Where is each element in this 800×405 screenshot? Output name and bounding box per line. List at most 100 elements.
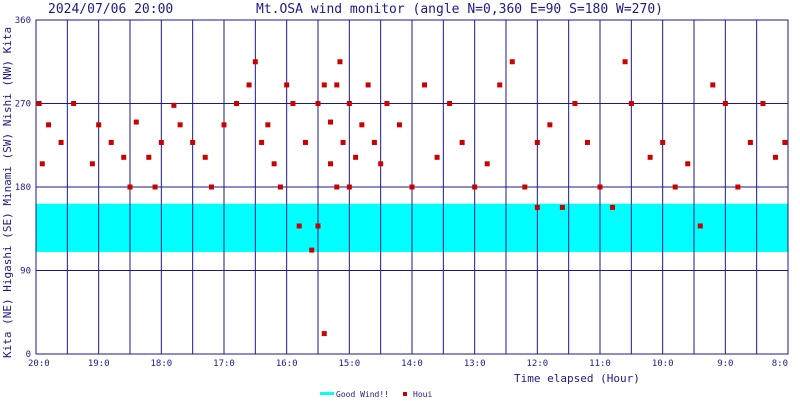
houi-point	[39, 161, 45, 167]
houi-points	[36, 59, 788, 337]
houi-point	[697, 223, 703, 229]
houi-point	[177, 122, 183, 128]
plot-frame	[35, 19, 789, 355]
houi-point	[133, 119, 139, 125]
houi-point	[371, 139, 377, 145]
y-tick-labels: 0 90 180 270 360	[15, 16, 31, 360]
legend-houi-swatch	[403, 392, 407, 396]
x-axis-label: Time elapsed (Hour)	[514, 372, 640, 385]
houi-point	[58, 139, 64, 145]
houi-point	[259, 139, 265, 145]
houi-point	[472, 184, 478, 190]
y-tick-label: 0	[26, 350, 31, 360]
houi-point	[584, 139, 590, 145]
houi-point	[365, 82, 371, 88]
houi-point	[522, 184, 528, 190]
houi-point	[208, 184, 214, 190]
houi-point	[534, 204, 540, 210]
houi-point	[396, 122, 402, 128]
houi-point	[685, 161, 691, 167]
houi-point	[710, 82, 716, 88]
x-tick-label: 20:0	[28, 359, 50, 369]
houi-point	[121, 154, 127, 160]
houi-point	[146, 154, 152, 160]
houi-point	[302, 139, 308, 145]
houi-point	[328, 161, 334, 167]
houi-point	[108, 139, 114, 145]
houi-point	[315, 101, 321, 106]
x-tick-label: 9:0	[717, 359, 733, 369]
houi-point	[334, 82, 340, 88]
x-tick-label: 11:0	[589, 359, 611, 369]
houi-point	[337, 59, 343, 65]
houi-point	[171, 102, 177, 108]
houi-point	[359, 122, 365, 128]
houi-point	[127, 184, 133, 190]
houi-point	[321, 82, 327, 88]
houi-point	[484, 161, 490, 167]
houi-point	[265, 122, 271, 128]
x-tick-label: 14:0	[401, 359, 423, 369]
houi-point	[202, 154, 208, 160]
x-tick-label: 17:0	[213, 359, 235, 369]
houi-point	[152, 184, 158, 190]
houi-point	[559, 204, 565, 210]
houi-point	[747, 139, 753, 145]
houi-point	[221, 122, 227, 128]
houi-point	[321, 331, 327, 337]
houi-point	[36, 101, 42, 106]
houi-point	[447, 101, 453, 106]
houi-point	[782, 139, 788, 145]
x-tick-label: 10:0	[652, 359, 674, 369]
x-tick-label: 13:0	[464, 359, 486, 369]
x-tick-label: 12:0	[526, 359, 548, 369]
y-tick-label: 90	[20, 267, 31, 277]
houi-point	[572, 101, 578, 106]
houi-point	[622, 59, 628, 65]
houi-point	[497, 82, 503, 88]
header-timestamp: 2024/07/06 20:00	[48, 2, 173, 17]
y-tick-label: 270	[15, 100, 31, 110]
x-tick-label: 19:0	[88, 359, 110, 369]
houi-point	[509, 59, 515, 65]
houi-point	[328, 119, 334, 125]
x-tick-label: 8:0	[772, 359, 788, 369]
houi-point	[534, 139, 540, 145]
houi-point	[284, 82, 290, 88]
houi-point	[597, 184, 603, 190]
houi-point	[434, 154, 440, 160]
x-tick-label: 16:0	[276, 359, 298, 369]
houi-point	[735, 184, 741, 190]
x-tick-label: 15:0	[338, 359, 360, 369]
houi-point	[190, 139, 196, 145]
houi-point	[353, 154, 359, 160]
houi-point	[234, 101, 240, 106]
houi-point	[422, 82, 428, 88]
houi-point	[252, 59, 258, 65]
legend-houi-label: Houi	[413, 390, 432, 399]
houi-point	[384, 101, 390, 106]
x-tick-label: 18:0	[150, 359, 172, 369]
houi-point	[459, 139, 465, 145]
houi-point	[547, 122, 553, 128]
houi-point	[271, 161, 277, 167]
houi-point	[340, 139, 346, 145]
houi-point	[71, 101, 77, 106]
legend-good-wind-label: Good Wind!!	[336, 390, 389, 399]
houi-point	[628, 101, 634, 106]
houi-point	[246, 82, 252, 88]
houi-point	[660, 139, 666, 145]
houi-point	[315, 223, 321, 229]
y-tick-label: 360	[15, 16, 31, 26]
houi-point	[158, 139, 164, 145]
houi-point	[722, 101, 728, 106]
houi-point	[647, 154, 653, 160]
x-tick-labels: 20:0 19:0 18:0 17:0 16:0 15:0 14:0 13:0 12:0 11:0…	[28, 359, 788, 369]
legend-good-wind-swatch	[320, 392, 334, 395]
header-title: Mt.OSA wind monitor (angle N=0,360 E=90 …	[256, 2, 663, 17]
houi-point	[672, 184, 678, 190]
houi-point	[346, 101, 352, 106]
houi-point	[277, 184, 283, 190]
